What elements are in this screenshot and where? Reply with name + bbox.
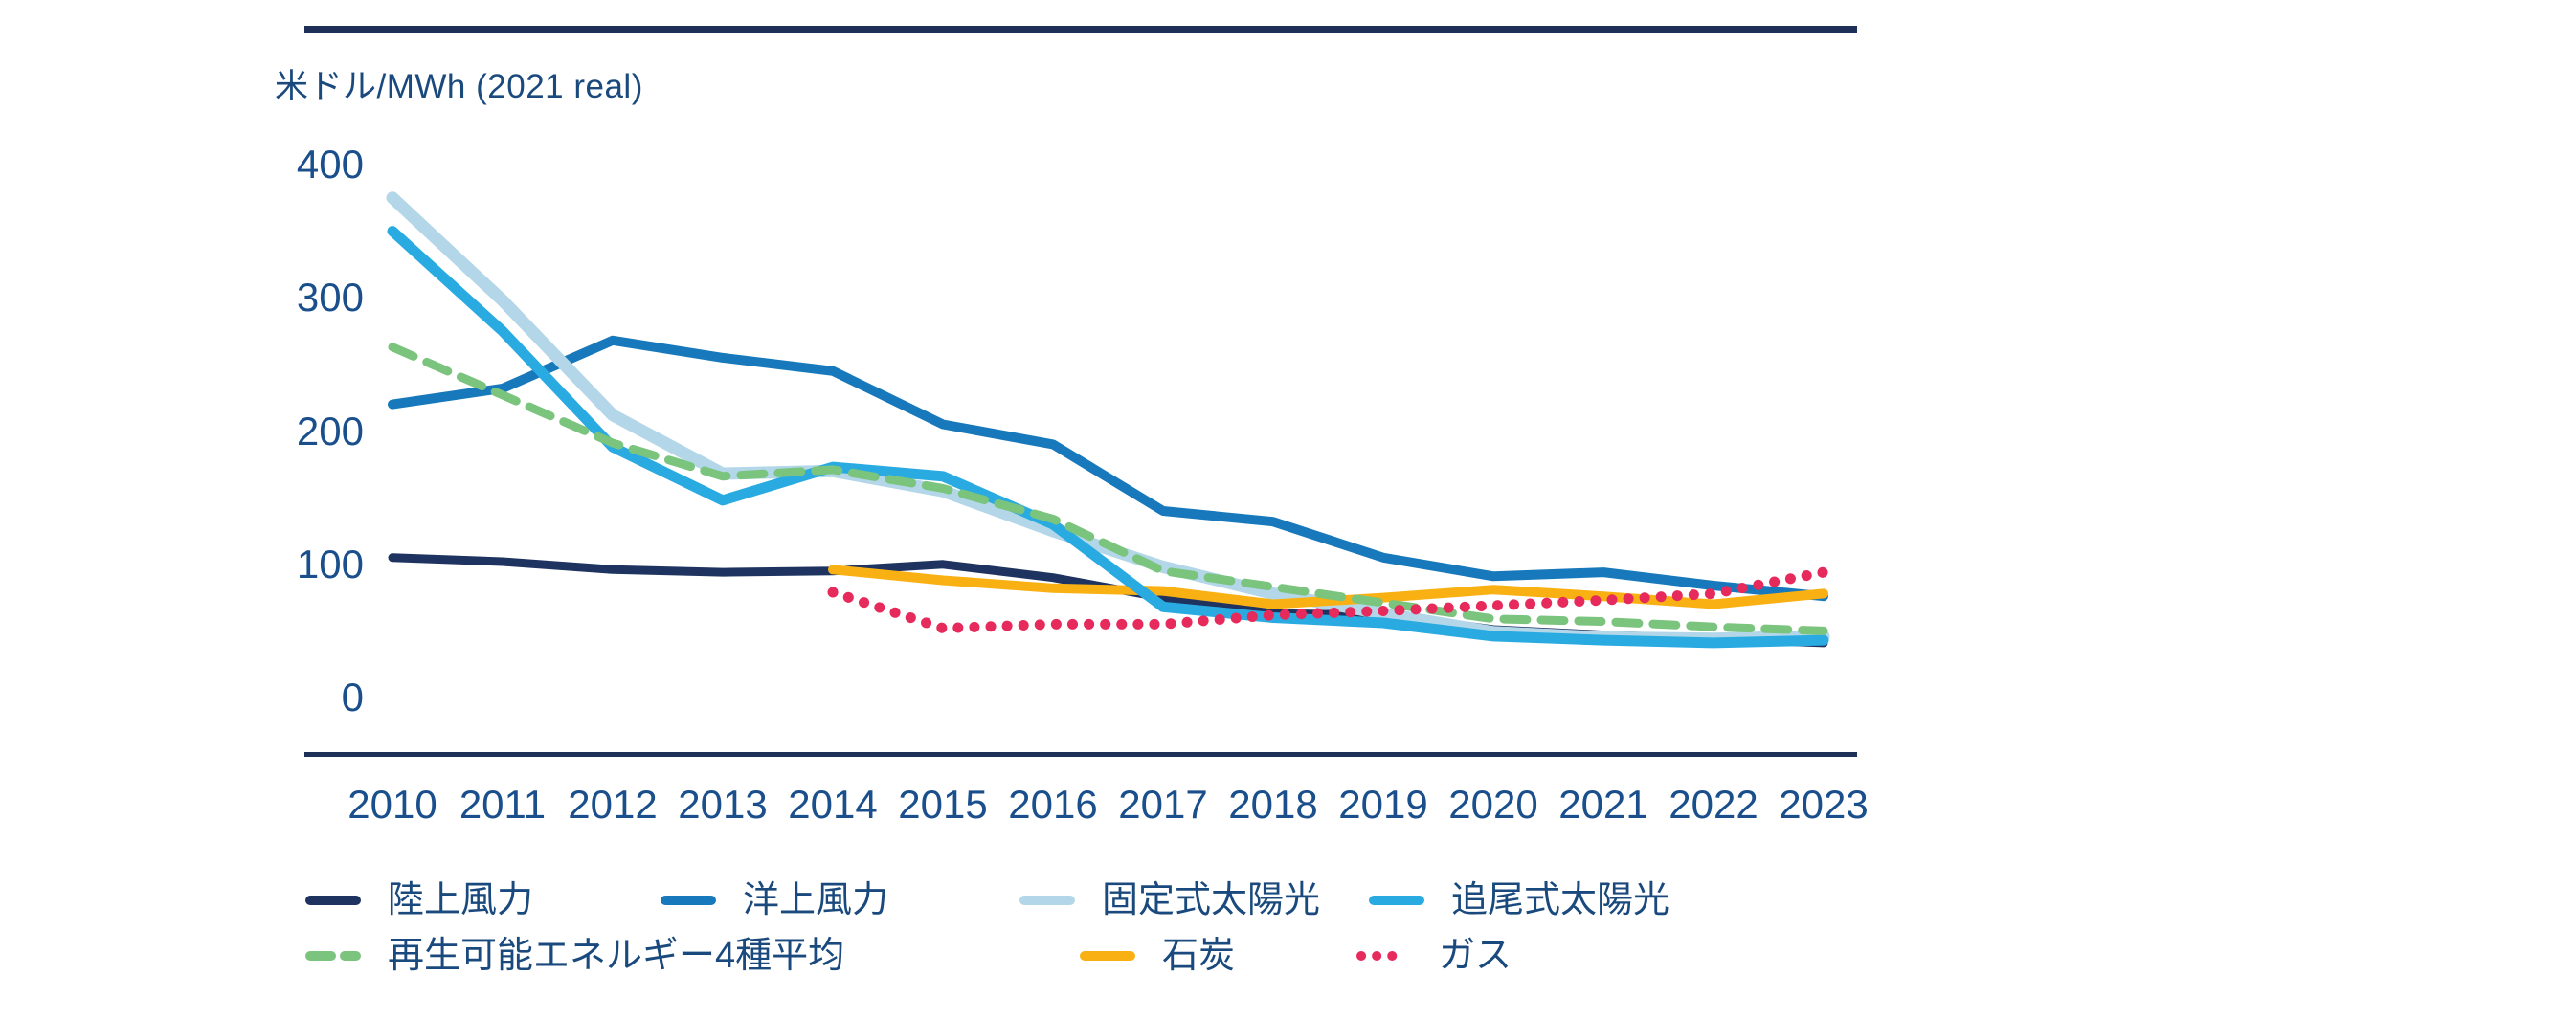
series-line-ガス: [827, 566, 1829, 634]
legend-item-coal: 石炭: [1078, 935, 1235, 977]
y-tick-200: 200: [296, 408, 364, 454]
legend-swatch-renewables-average-icon: [305, 951, 361, 961]
series-line-再生可能エネルギー4種平均: [388, 343, 1828, 635]
x-tick-2017: 2017: [1118, 782, 1208, 827]
legend-item-fixed-pv: 固定式太陽光: [1018, 879, 1320, 921]
y-tick-100: 100: [296, 541, 364, 587]
x-tick-2014: 2014: [788, 782, 878, 827]
legend-swatch-gas-icon: [1356, 951, 1412, 961]
legend-label-renewables-average: 再生可能エネルギー4種平均: [388, 936, 845, 976]
legend-item-renewables-average: 再生可能エネルギー4種平均: [303, 935, 844, 977]
series-line-追尾式太陽光: [387, 226, 1829, 649]
x-tick-2016: 2016: [1008, 782, 1098, 827]
legend-label-onshore-wind: 陸上風力: [388, 880, 534, 920]
legend-item-gas: ガス: [1355, 935, 1512, 977]
legend-swatch-fixed-pv-icon: [1019, 896, 1075, 905]
x-tick-2023: 2023: [1779, 782, 1869, 827]
legend-swatch-onshore-wind-icon: [305, 896, 361, 905]
chart-title: 米ドル/MWh (2021 real): [275, 68, 643, 105]
legend-item-onshore-wind: 陸上風力: [303, 879, 533, 921]
x-tick-2018: 2018: [1228, 782, 1318, 827]
series-line-洋上風力: [388, 335, 1828, 602]
x-tick-2012: 2012: [568, 782, 658, 827]
x-tick-2020: 2020: [1448, 782, 1538, 827]
legend-label-fixed-pv: 固定式太陽光: [1102, 880, 1321, 920]
legend-label-tracking-pv: 追尾式太陽光: [1451, 880, 1670, 920]
x-tick-2010: 2010: [347, 782, 437, 827]
x-tick-2021: 2021: [1558, 782, 1648, 827]
x-tick-2022: 2022: [1669, 782, 1758, 827]
legend-swatch-coal-icon: [1080, 951, 1135, 961]
legend-item-offshore-wind: 洋上風力: [659, 879, 888, 921]
x-tick-2011: 2011: [459, 782, 547, 827]
legend-label-offshore-wind: 洋上風力: [743, 880, 889, 920]
x-tick-2019: 2019: [1338, 782, 1428, 827]
x-tick-2013: 2013: [678, 782, 768, 827]
y-tick-0: 0: [341, 675, 364, 720]
legend-swatch-offshore-wind-icon: [661, 896, 716, 905]
legend-label-gas: ガス: [1439, 936, 1512, 976]
x-axis-line: [304, 752, 1857, 757]
x-tick-2015: 2015: [898, 782, 988, 827]
legend-label-coal: 石炭: [1162, 936, 1236, 976]
legend-item-tracking-pv: 追尾式太陽光: [1367, 879, 1669, 921]
legend-swatch-tracking-pv-icon: [1369, 896, 1424, 905]
y-tick-300: 300: [296, 275, 364, 321]
top-rule: [304, 26, 1857, 33]
y-tick-400: 400: [296, 142, 364, 187]
